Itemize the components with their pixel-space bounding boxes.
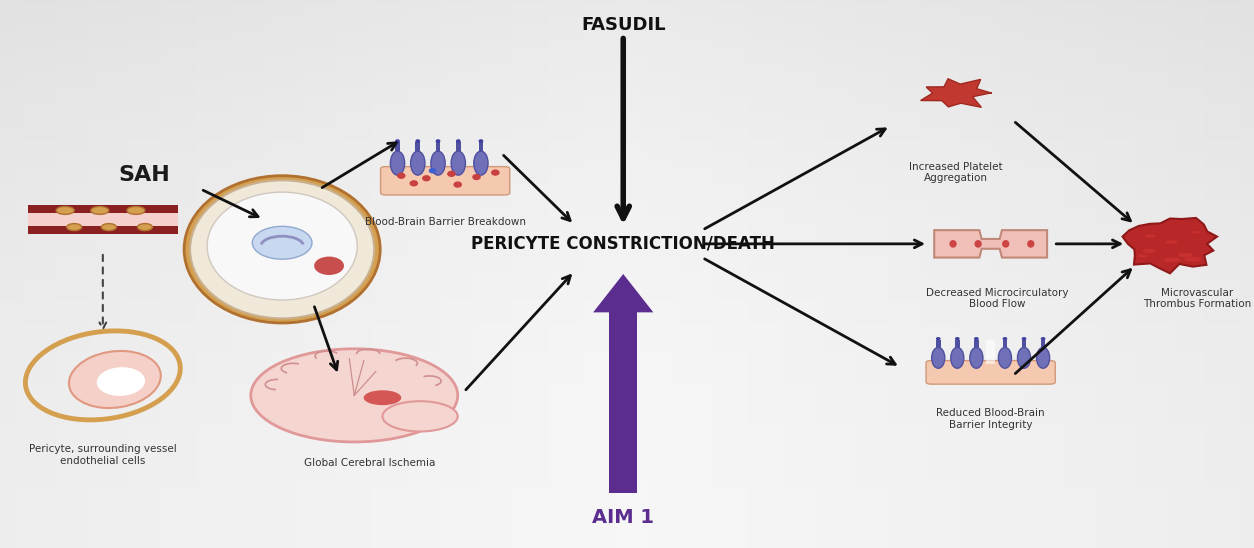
Ellipse shape bbox=[1027, 240, 1035, 248]
Ellipse shape bbox=[473, 174, 480, 180]
Text: Global Cerebral Ischemia: Global Cerebral Ischemia bbox=[305, 458, 435, 468]
Ellipse shape bbox=[97, 367, 145, 396]
Ellipse shape bbox=[423, 175, 430, 181]
Ellipse shape bbox=[395, 139, 400, 143]
Ellipse shape bbox=[1142, 249, 1156, 253]
Polygon shape bbox=[934, 230, 1047, 258]
Ellipse shape bbox=[1185, 257, 1201, 261]
Ellipse shape bbox=[1003, 337, 1007, 340]
Ellipse shape bbox=[251, 349, 458, 442]
Ellipse shape bbox=[1002, 240, 1009, 248]
Ellipse shape bbox=[410, 151, 425, 175]
Ellipse shape bbox=[1022, 337, 1026, 340]
Ellipse shape bbox=[252, 226, 312, 259]
Polygon shape bbox=[593, 274, 653, 312]
Ellipse shape bbox=[364, 390, 401, 405]
Ellipse shape bbox=[1041, 337, 1046, 340]
FancyBboxPatch shape bbox=[456, 142, 460, 152]
FancyBboxPatch shape bbox=[395, 142, 400, 152]
Text: PERICYTE CONSTRICTION/DEATH: PERICYTE CONSTRICTION/DEATH bbox=[472, 235, 775, 253]
FancyBboxPatch shape bbox=[435, 142, 440, 152]
Ellipse shape bbox=[398, 173, 405, 179]
Ellipse shape bbox=[1191, 231, 1200, 233]
FancyBboxPatch shape bbox=[609, 312, 637, 493]
Ellipse shape bbox=[184, 176, 380, 323]
Ellipse shape bbox=[1178, 253, 1193, 257]
Ellipse shape bbox=[451, 151, 465, 175]
Ellipse shape bbox=[956, 337, 959, 340]
Ellipse shape bbox=[932, 347, 944, 368]
Text: AIM 1: AIM 1 bbox=[592, 509, 655, 527]
Ellipse shape bbox=[1164, 258, 1180, 262]
FancyBboxPatch shape bbox=[1003, 340, 1007, 348]
Ellipse shape bbox=[69, 351, 161, 408]
Text: Blood-Brain Barrier Breakdown: Blood-Brain Barrier Breakdown bbox=[365, 217, 525, 227]
FancyBboxPatch shape bbox=[1022, 340, 1027, 348]
Ellipse shape bbox=[1165, 240, 1178, 244]
FancyBboxPatch shape bbox=[925, 361, 1056, 384]
Ellipse shape bbox=[974, 240, 982, 248]
Ellipse shape bbox=[456, 139, 460, 143]
Ellipse shape bbox=[492, 169, 499, 176]
FancyBboxPatch shape bbox=[381, 167, 509, 195]
FancyBboxPatch shape bbox=[28, 226, 178, 233]
FancyBboxPatch shape bbox=[986, 340, 996, 364]
Ellipse shape bbox=[1037, 347, 1050, 368]
Text: SAH: SAH bbox=[118, 165, 171, 185]
FancyBboxPatch shape bbox=[28, 205, 178, 213]
Ellipse shape bbox=[479, 139, 483, 143]
Ellipse shape bbox=[429, 168, 436, 174]
Text: Microvascular
Thrombus Formation: Microvascular Thrombus Formation bbox=[1144, 288, 1251, 310]
Ellipse shape bbox=[191, 180, 374, 318]
Ellipse shape bbox=[102, 224, 117, 231]
Text: Reduced Blood-Brain
Barrier Integrity: Reduced Blood-Brain Barrier Integrity bbox=[937, 408, 1045, 430]
Ellipse shape bbox=[138, 224, 153, 231]
Ellipse shape bbox=[474, 151, 488, 175]
Ellipse shape bbox=[415, 139, 420, 143]
Ellipse shape bbox=[969, 347, 983, 368]
Ellipse shape bbox=[382, 401, 458, 431]
FancyBboxPatch shape bbox=[415, 142, 420, 152]
Ellipse shape bbox=[66, 224, 82, 231]
Ellipse shape bbox=[1137, 254, 1147, 257]
FancyBboxPatch shape bbox=[974, 340, 979, 348]
Ellipse shape bbox=[207, 192, 357, 300]
Ellipse shape bbox=[951, 347, 964, 368]
Ellipse shape bbox=[127, 207, 145, 214]
Ellipse shape bbox=[1145, 235, 1156, 237]
Ellipse shape bbox=[454, 181, 461, 188]
Polygon shape bbox=[1122, 218, 1218, 273]
FancyBboxPatch shape bbox=[956, 340, 959, 348]
Ellipse shape bbox=[448, 171, 455, 177]
Text: Pericyte, surrounding vessel
endothelial cells: Pericyte, surrounding vessel endothelial… bbox=[29, 444, 177, 466]
Ellipse shape bbox=[935, 337, 940, 340]
FancyBboxPatch shape bbox=[479, 142, 483, 152]
Ellipse shape bbox=[390, 151, 405, 175]
Ellipse shape bbox=[949, 240, 957, 248]
Text: Decreased Microcirculatory
Blood Flow: Decreased Microcirculatory Blood Flow bbox=[925, 288, 1068, 310]
Ellipse shape bbox=[435, 139, 440, 143]
Text: FASUDIL: FASUDIL bbox=[581, 16, 666, 33]
Ellipse shape bbox=[56, 207, 74, 214]
FancyBboxPatch shape bbox=[935, 340, 940, 348]
Text: Increased Platelet
Aggregation: Increased Platelet Aggregation bbox=[909, 162, 1002, 184]
Ellipse shape bbox=[1017, 347, 1031, 368]
FancyBboxPatch shape bbox=[1041, 340, 1046, 348]
Ellipse shape bbox=[90, 207, 109, 214]
Ellipse shape bbox=[410, 180, 418, 186]
FancyBboxPatch shape bbox=[28, 213, 178, 226]
Ellipse shape bbox=[998, 347, 1012, 368]
Ellipse shape bbox=[974, 337, 979, 340]
Ellipse shape bbox=[431, 151, 445, 175]
Polygon shape bbox=[920, 79, 992, 107]
Ellipse shape bbox=[315, 256, 344, 275]
